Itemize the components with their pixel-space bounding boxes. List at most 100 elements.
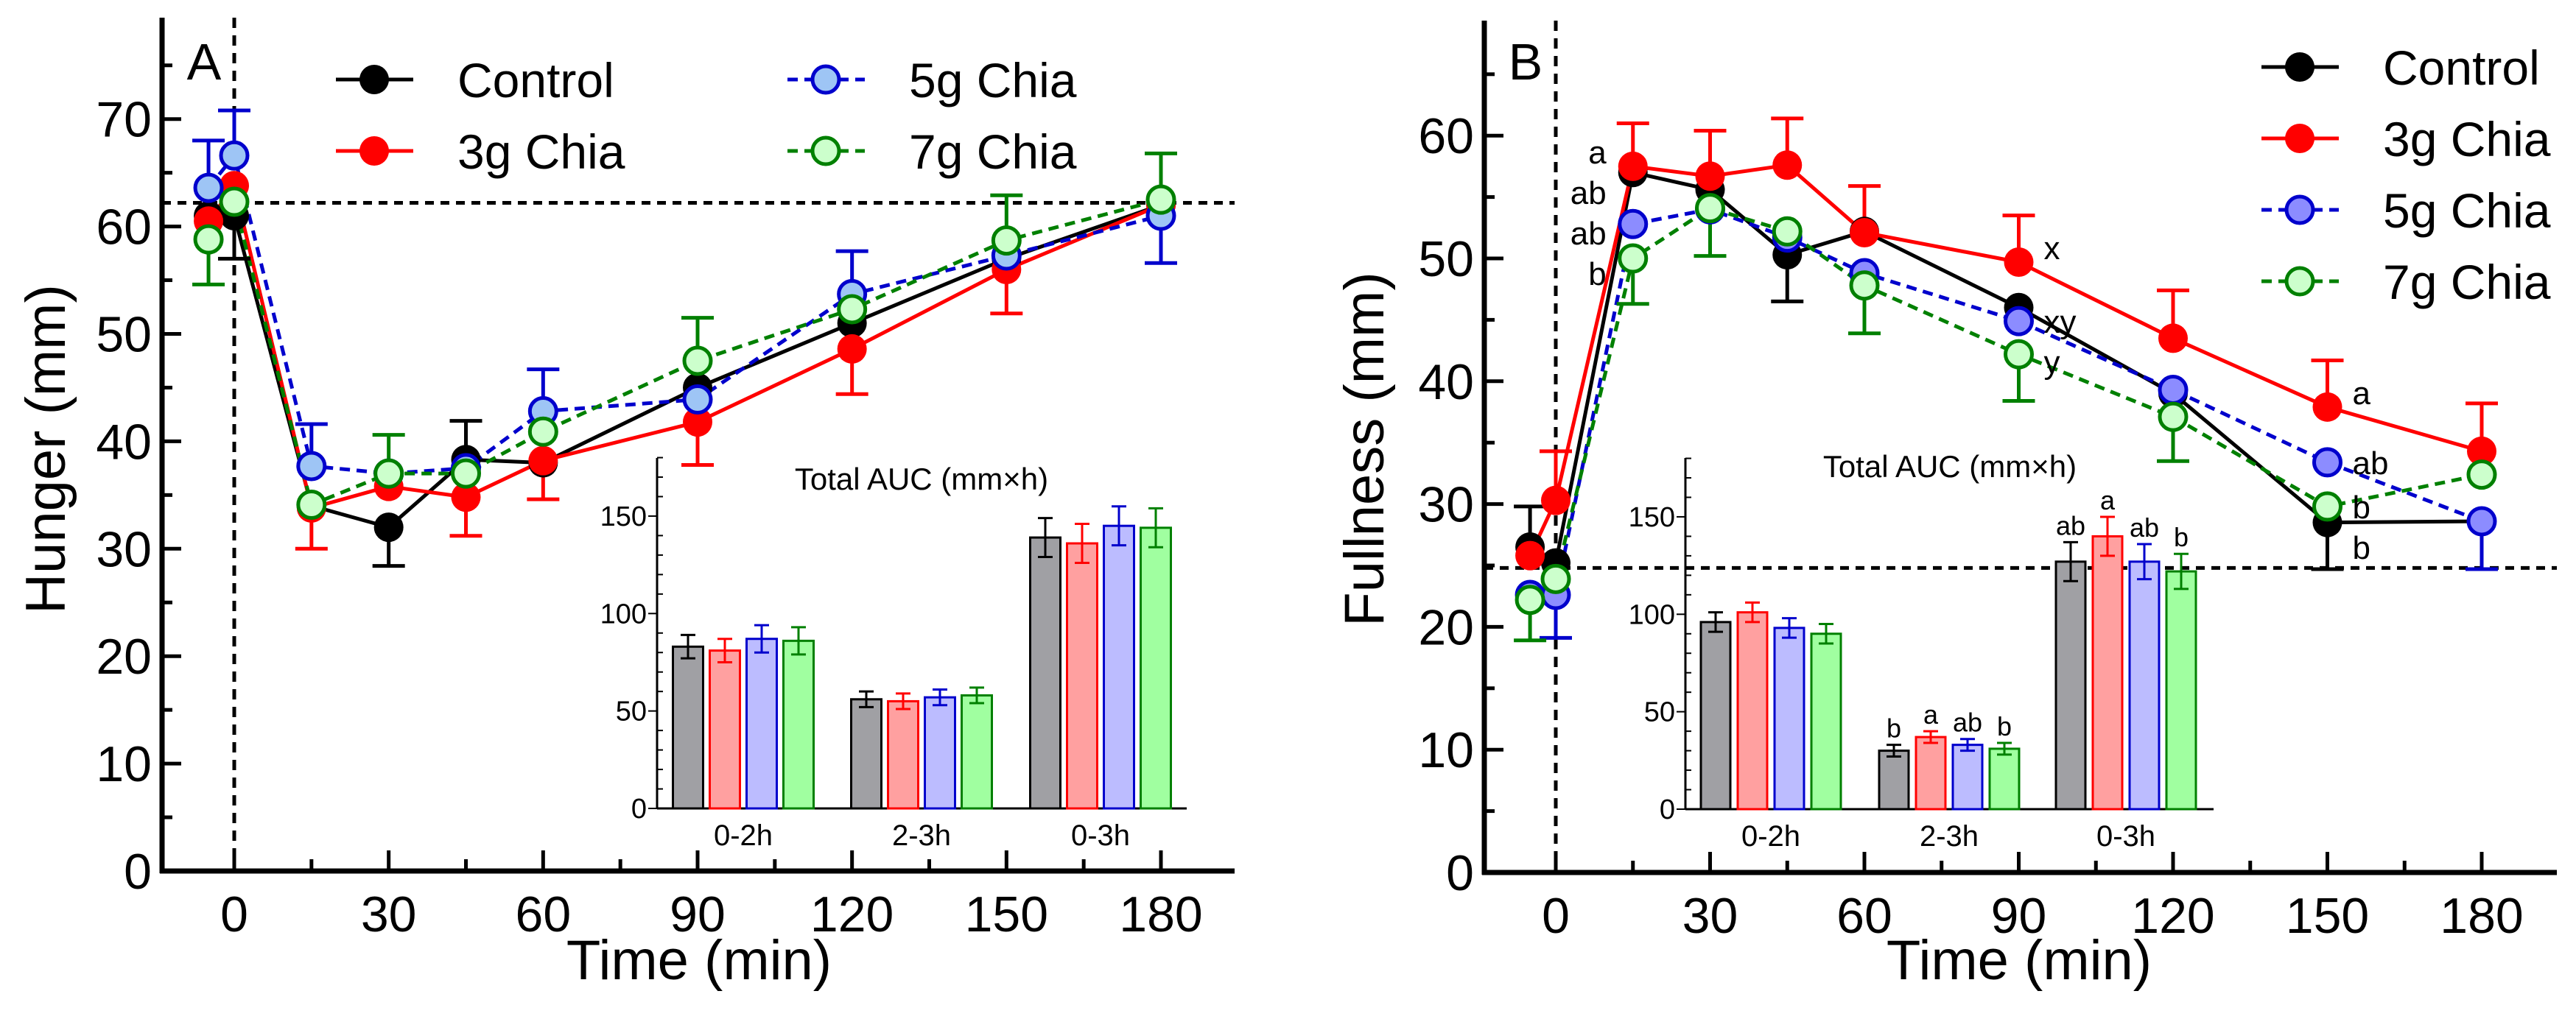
inset-y-tick-label: 150 (600, 501, 647, 532)
inset-y-tick-label: 0 (1660, 794, 1675, 825)
data-point (1849, 270, 1880, 301)
inset-bar (709, 649, 741, 810)
data-point (837, 294, 868, 325)
data-point (2004, 339, 2034, 370)
inset-bar (1029, 536, 1061, 810)
inset-bar (1103, 524, 1135, 810)
inset-category-label: 2-3h (1920, 820, 1979, 853)
data-point (2312, 447, 2342, 478)
inset-significance-letter: a (1923, 699, 1939, 730)
inset-y-tick-label: 150 (1629, 502, 1675, 533)
y-tick-label: 10 (1418, 722, 1474, 778)
data-point (2158, 323, 2188, 353)
data-point (1515, 585, 1545, 616)
y-tick-label: 50 (1418, 231, 1474, 287)
legend-marker (810, 135, 841, 166)
inset-significance-letter: b (2174, 522, 2189, 552)
inset-bar (850, 698, 882, 810)
legend: Control 3g Chia 5g Chia 7g Chia (336, 53, 1077, 179)
legend-marker (2285, 124, 2314, 153)
y-tick-label: 50 (96, 307, 152, 363)
legend-marker (2284, 194, 2315, 225)
x-tick-label: 120 (2131, 888, 2214, 944)
inset-bar (1988, 747, 2021, 811)
data-point (1618, 243, 1649, 274)
inset-significance-letter: ab (2056, 510, 2085, 540)
legend-item: 7g Chia (2261, 255, 2551, 309)
inset-category-label: 2-3h (892, 819, 951, 852)
legend-marker (810, 64, 841, 95)
legend-item: 5g Chia (787, 53, 1077, 107)
x-axis-title: Time (min) (566, 929, 832, 992)
series-line (1528, 163, 2482, 557)
data-point (2466, 506, 2497, 537)
inset-y-tick-label: 100 (600, 599, 647, 630)
data-point (451, 458, 481, 489)
x-tick-label: 0 (1542, 888, 1570, 944)
legend-marker (2285, 52, 2314, 82)
inset-significance-letter: ab (1953, 708, 1982, 738)
data-point (2312, 392, 2342, 422)
legend-item: 5g Chia (2261, 183, 2551, 238)
y-tick-label: 20 (96, 629, 152, 685)
y-tick-label: 40 (1418, 354, 1474, 410)
inset-title: Total AUC (mm×h) (1823, 449, 2077, 484)
data-point (2467, 436, 2496, 466)
data-point (837, 334, 867, 364)
inset-bar (672, 645, 704, 810)
data-point (1618, 151, 1648, 181)
inset-category-label: 0-3h (1071, 819, 1130, 852)
significance-letter: b (2353, 490, 2370, 526)
significance-letter: x (2044, 230, 2060, 267)
x-tick-label: 180 (1119, 886, 1202, 942)
inset-bar (924, 696, 956, 810)
panel-label: A (187, 33, 222, 91)
inset-significance-letter: b (1997, 711, 2012, 741)
inset-bar (1878, 750, 1910, 811)
data-point (683, 407, 712, 437)
data-point (1540, 563, 1571, 594)
legend-label: 7g Chia (909, 124, 1077, 179)
data-point (1695, 193, 1725, 224)
inset-bar (782, 639, 815, 810)
inset-y-tick-label: 50 (1644, 697, 1675, 728)
legend-marker (2284, 266, 2315, 297)
data-point (296, 451, 327, 482)
y-tick-label: 30 (1418, 477, 1474, 533)
inset-bar (1773, 627, 1805, 811)
data-point (296, 489, 327, 520)
inset-bar (2128, 560, 2161, 811)
data-point (193, 224, 224, 255)
data-point (2004, 247, 2034, 278)
data-point (1145, 184, 1176, 215)
y-tick-label: 0 (124, 844, 152, 900)
inset-bar (887, 699, 919, 810)
legend-item: 3g Chia (2261, 112, 2551, 166)
data-point (527, 416, 558, 447)
inset-bar (1066, 542, 1098, 810)
data-point (1618, 208, 1649, 239)
data-point (1515, 540, 1545, 571)
inset-y-tick-label: 50 (616, 697, 647, 727)
panel-label: B (1509, 33, 1543, 91)
panel-a-hunger: 0 10 20 30 40 50 60 70 0 30 60 90 120 150 180 Time (min… (15, 18, 1235, 992)
inset-bar (1699, 621, 1732, 811)
inset-bar (1951, 744, 1984, 811)
legend-label: 5g Chia (2383, 183, 2551, 238)
x-tick-label: 0 (220, 886, 248, 942)
inset-bar (1736, 611, 1769, 811)
data-point (219, 140, 250, 171)
data-point (682, 384, 713, 415)
y-axis-title: Hunger (mm) (15, 284, 77, 614)
data-point (219, 186, 250, 217)
legend: Control 3g Chia 5g Chia 7g Chia (2261, 40, 2551, 309)
legend-item: Control (336, 53, 614, 107)
inset-bar (2091, 535, 2124, 811)
y-tick-label: 60 (96, 200, 152, 255)
significance-letter: ab (1570, 216, 1607, 252)
data-point (1772, 150, 1803, 180)
x-tick-label: 150 (965, 886, 1048, 942)
series-line (208, 203, 1162, 529)
data-point (682, 345, 713, 376)
